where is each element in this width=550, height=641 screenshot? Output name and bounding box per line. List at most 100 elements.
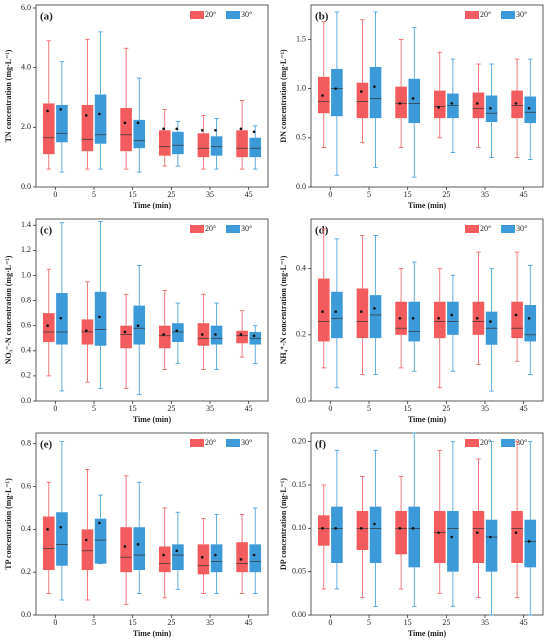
mean: [214, 553, 217, 557]
box: [356, 82, 369, 119]
legend-swatch: [465, 11, 479, 19]
legend-swatch: [501, 225, 515, 233]
box: [236, 330, 248, 344]
legend-label: 30°: [241, 224, 252, 233]
box: [447, 511, 459, 572]
box: [395, 511, 407, 555]
mean: [514, 313, 518, 317]
box: [120, 527, 132, 573]
box: [408, 78, 421, 124]
mean: [239, 558, 243, 561]
box: [158, 546, 171, 573]
y-tick-label: 1.0: [296, 83, 306, 92]
y-tick-label: 1.0: [21, 270, 31, 279]
y-tick-label: 1.2: [21, 245, 31, 254]
box: [524, 519, 537, 568]
y-axis-label: TN concentration (mg·L⁻¹): [4, 49, 13, 142]
mean: [239, 333, 243, 336]
plot-frame: [35, 218, 269, 402]
x-tick-label: 5: [367, 404, 371, 413]
x-tick-label: 0: [53, 190, 57, 199]
x-tick-label: 25: [442, 190, 450, 199]
box: [172, 544, 184, 571]
legend-swatch: [190, 225, 204, 233]
box: [369, 295, 382, 339]
y-tick-label: 0.15: [292, 480, 306, 489]
panel-label: (a): [40, 11, 53, 23]
mean: [59, 525, 63, 529]
box: [447, 301, 459, 335]
mean: [359, 310, 363, 313]
box: [369, 66, 382, 119]
x-tick-label: 25: [167, 190, 175, 199]
mean: [489, 535, 492, 539]
y-tick-label: 0.05: [292, 566, 306, 575]
box: [395, 86, 407, 119]
box: [356, 511, 369, 550]
y-tick-label: 0.4: [21, 524, 31, 533]
y-tick-label: 0.6: [21, 321, 31, 330]
box: [511, 511, 523, 563]
mean: [475, 316, 479, 320]
y-tick-label: 0.0: [21, 396, 31, 405]
x-axis-label: Time (min): [133, 629, 172, 638]
mean: [398, 527, 402, 530]
y-axis-label: DP concentration (mg·L⁻¹): [279, 478, 288, 570]
mean: [450, 313, 454, 317]
x-tick-label: 5: [367, 190, 371, 199]
mean: [200, 129, 204, 132]
mean: [321, 310, 324, 313]
legend-label: 20°: [205, 438, 216, 447]
mean: [527, 316, 531, 320]
plot-frame: [310, 4, 544, 188]
mean: [214, 333, 217, 336]
legend-swatch: [226, 225, 240, 233]
x-tick-label: 45: [245, 190, 253, 199]
mean: [514, 531, 518, 534]
y-axis-label: NO₃⁻-N concentration (mg·L⁻¹): [4, 255, 13, 364]
box: [56, 512, 68, 566]
box: [331, 506, 343, 563]
x-tick-label: 25: [167, 618, 175, 627]
legend-label: 30°: [516, 438, 527, 447]
box: [524, 305, 537, 342]
mean: [437, 106, 440, 109]
mean: [200, 555, 204, 559]
y-tick-label: 0.2: [296, 330, 306, 339]
x-axis-label: Time (min): [408, 415, 447, 424]
y-tick-label: 4.0: [21, 62, 31, 71]
mean: [475, 531, 479, 534]
box: [158, 325, 171, 349]
box: [42, 516, 55, 571]
mean: [321, 94, 324, 97]
box: [408, 301, 421, 342]
mean: [450, 102, 454, 105]
mean: [136, 324, 140, 327]
mean: [411, 527, 415, 530]
panel-label: (f): [315, 439, 326, 451]
legend-swatch: [501, 11, 515, 19]
mean: [334, 527, 338, 530]
mean: [437, 316, 440, 320]
mean: [162, 127, 165, 131]
mean: [136, 543, 140, 546]
plot-frame: [310, 218, 544, 402]
plot-frame: [35, 432, 269, 616]
x-tick-label: 45: [520, 404, 528, 413]
mean: [84, 114, 88, 117]
panel-label: (d): [315, 225, 329, 237]
box: [120, 325, 132, 349]
legend-label: 30°: [241, 438, 252, 447]
box: [369, 506, 382, 563]
y-tick-label: 0.00: [292, 610, 306, 619]
box: [249, 544, 262, 573]
legend-swatch: [226, 439, 240, 447]
y-tick-label: 0.0: [296, 182, 306, 191]
box: [56, 104, 68, 143]
y-tick-label: 0.5: [296, 133, 306, 142]
mean: [527, 540, 531, 543]
legend-swatch: [465, 439, 479, 447]
y-axis-label: TP concentration (mg·L⁻¹): [4, 478, 13, 570]
box: [210, 544, 223, 573]
y-tick-label: 0.6: [21, 481, 31, 490]
